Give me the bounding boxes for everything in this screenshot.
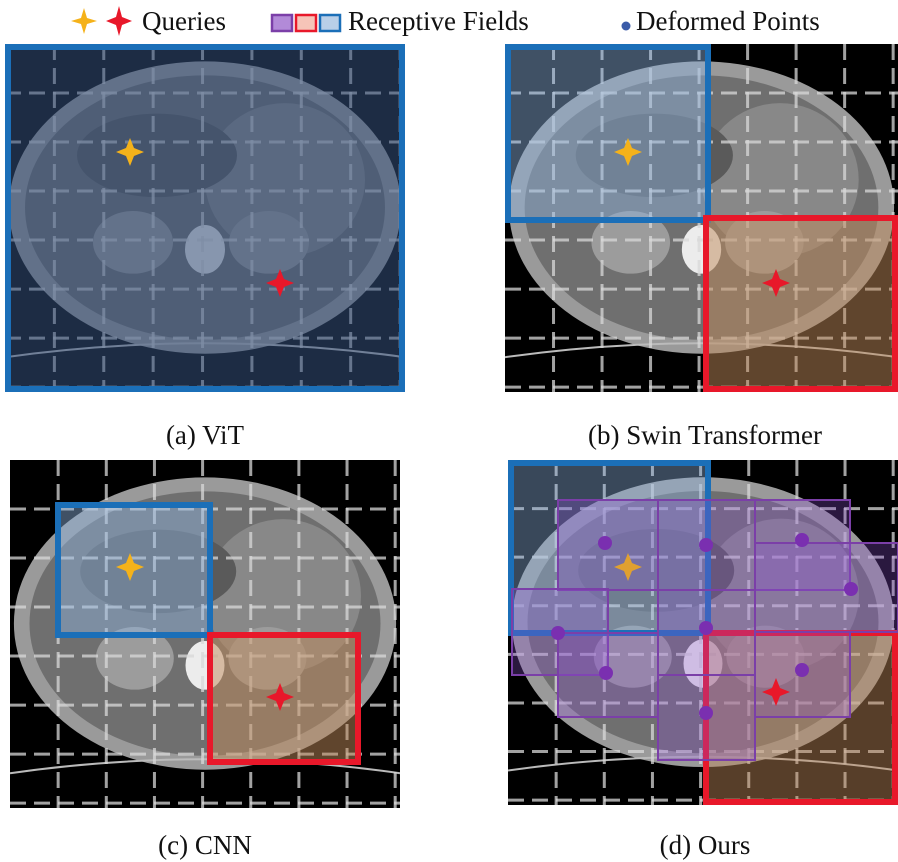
deformed-point: [551, 626, 565, 640]
deformed-point: [699, 706, 713, 720]
deformed-point: [795, 663, 809, 677]
receptive-field: [8, 47, 402, 389]
caption: (b) Swin Transformer: [588, 420, 822, 450]
receptive-field: [706, 218, 895, 389]
legend: Queries Receptive Fields Deformed Points: [71, 6, 820, 36]
legend-box-blue: [320, 15, 340, 31]
figure: Queries Receptive Fields Deformed Points…: [0, 0, 898, 862]
caption: (c) CNN: [158, 830, 252, 860]
deformed-point: [795, 533, 809, 547]
legend-star-yellow: [71, 8, 97, 34]
caption: (a) ViT: [166, 420, 245, 450]
legend-box-red: [296, 15, 316, 31]
legend-dot: [622, 22, 631, 31]
deformed-point: [599, 666, 613, 680]
page: Queries Receptive Fields Deformed Points…: [0, 0, 898, 862]
legend-label: Receptive Fields: [348, 6, 529, 36]
caption: (d) Ours: [660, 830, 751, 860]
deformed-point: [844, 582, 858, 596]
ct-panel: [508, 460, 898, 849]
deformed-point: [699, 621, 713, 635]
receptive-field: [508, 47, 708, 220]
deformed-point: [699, 538, 713, 552]
legend-label: Deformed Points: [636, 6, 820, 36]
legend-star-red: [106, 6, 132, 36]
legend-box-purple: [272, 15, 292, 31]
ct-panel: [5, 44, 405, 436]
ct-panel: [10, 460, 400, 852]
receptive-field: [755, 543, 898, 632]
ct-panel: [505, 44, 898, 436]
legend-label: Queries: [142, 6, 226, 36]
deformed-point: [598, 536, 612, 550]
